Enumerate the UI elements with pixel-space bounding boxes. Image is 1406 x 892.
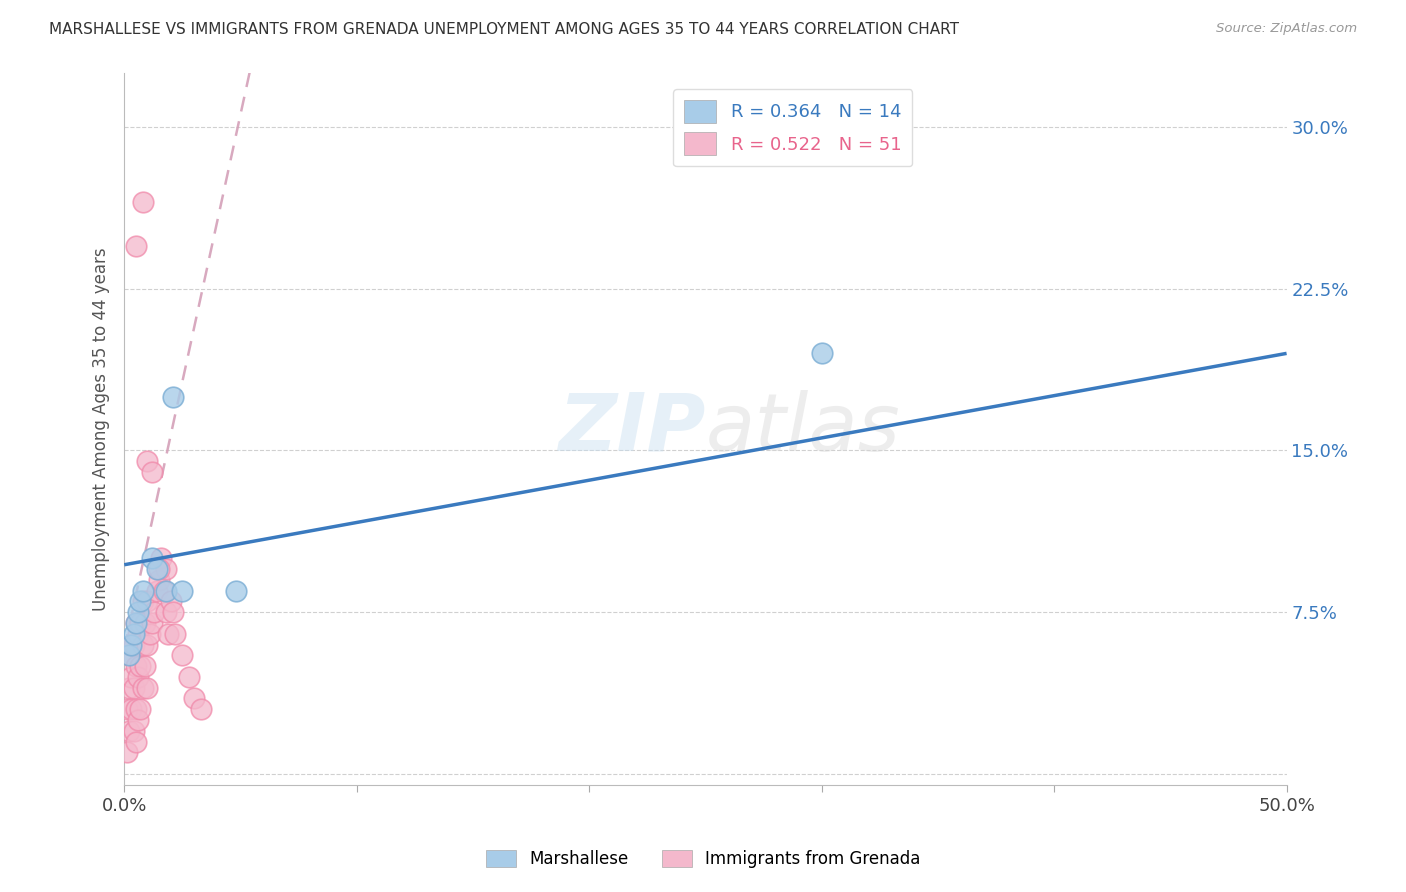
Point <box>172 648 194 663</box>
Text: Source: ZipAtlas.com: Source: ZipAtlas.com <box>1216 22 1357 36</box>
Point <box>162 605 184 619</box>
Point <box>125 659 148 673</box>
Legend: R = 0.364   N = 14, R = 0.522   N = 51: R = 0.364 N = 14, R = 0.522 N = 51 <box>673 89 912 166</box>
Point <box>143 605 166 619</box>
Text: atlas: atlas <box>706 390 900 468</box>
Point <box>179 670 201 684</box>
Point <box>129 594 152 608</box>
Point <box>136 594 159 608</box>
Point <box>120 638 142 652</box>
Point <box>810 346 832 360</box>
Point <box>118 681 141 695</box>
Point <box>122 723 145 738</box>
Point <box>132 195 155 210</box>
Point <box>127 627 149 641</box>
Point <box>134 615 156 630</box>
Point <box>152 583 174 598</box>
Point <box>145 562 167 576</box>
Point <box>162 390 184 404</box>
Point <box>127 713 149 727</box>
Point <box>139 627 162 641</box>
Point <box>132 638 155 652</box>
Point <box>129 615 152 630</box>
Point <box>122 638 145 652</box>
Point <box>127 605 149 619</box>
Point <box>129 702 152 716</box>
Point <box>132 681 155 695</box>
Point <box>190 702 212 716</box>
Point <box>183 691 205 706</box>
Point <box>155 605 177 619</box>
Point <box>120 702 142 716</box>
Point <box>150 551 173 566</box>
Point <box>148 573 170 587</box>
Legend: Marshallese, Immigrants from Grenada: Marshallese, Immigrants from Grenada <box>479 843 927 875</box>
Point <box>125 615 148 630</box>
Point <box>118 648 141 663</box>
Point <box>115 702 138 716</box>
Point <box>118 723 141 738</box>
Point <box>148 562 170 576</box>
Point <box>125 734 148 748</box>
Point <box>141 465 163 479</box>
Point <box>122 681 145 695</box>
Point <box>127 670 149 684</box>
Point <box>129 659 152 673</box>
Point <box>225 583 247 598</box>
Point <box>155 562 177 576</box>
Point <box>136 681 159 695</box>
Point <box>159 594 181 608</box>
Point <box>118 648 141 663</box>
Point <box>120 670 142 684</box>
Point <box>157 627 180 641</box>
Point <box>132 594 155 608</box>
Point <box>132 583 155 598</box>
Point <box>136 454 159 468</box>
Point <box>155 583 177 598</box>
Point <box>141 615 163 630</box>
Point <box>125 238 148 252</box>
Point <box>125 702 148 716</box>
Point <box>122 627 145 641</box>
Point <box>141 551 163 566</box>
Point <box>172 583 194 598</box>
Point <box>120 638 142 652</box>
Point <box>145 583 167 598</box>
Point <box>134 659 156 673</box>
Point <box>136 638 159 652</box>
Point <box>165 627 187 641</box>
Point <box>115 745 138 759</box>
Point <box>125 615 148 630</box>
Y-axis label: Unemployment Among Ages 35 to 44 years: Unemployment Among Ages 35 to 44 years <box>93 247 110 611</box>
Text: ZIP: ZIP <box>558 390 706 468</box>
Text: MARSHALLESE VS IMMIGRANTS FROM GRENADA UNEMPLOYMENT AMONG AGES 35 TO 44 YEARS CO: MARSHALLESE VS IMMIGRANTS FROM GRENADA U… <box>49 22 959 37</box>
